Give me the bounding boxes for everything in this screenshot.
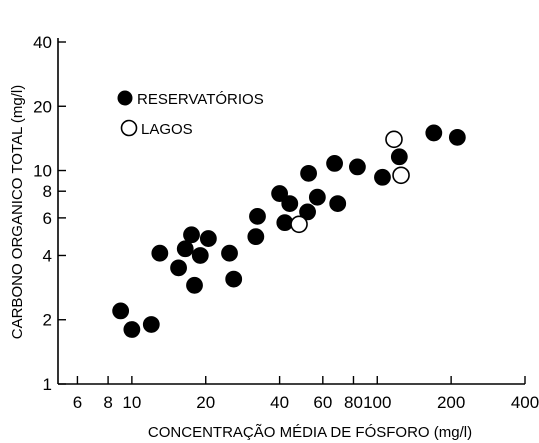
point-reservatorios: [299, 203, 316, 221]
x-tick-label: 100: [363, 393, 391, 412]
point-reservatorios: [308, 188, 326, 206]
point-reservatorios: [326, 154, 343, 172]
point-reservatorios: [425, 124, 443, 142]
legend-item-reservatorios: RESERVATÓRIOS: [117, 90, 264, 108]
point-reservatorios: [186, 276, 203, 294]
data-points: [112, 124, 466, 338]
legend-item-lagos: LAGOS: [120, 119, 193, 138]
point-lagos: [392, 166, 410, 185]
x-tick-label: 80: [344, 393, 363, 412]
legend-marker-reservatorios: [117, 90, 133, 106]
legend: RESERVATÓRIOS LAGOS: [117, 90, 264, 138]
point-reservatorios: [225, 270, 243, 288]
y-tick-label: 8: [43, 182, 52, 201]
point-reservatorios: [249, 207, 266, 225]
point-reservatorios: [448, 128, 466, 146]
point-reservatorios: [300, 164, 317, 182]
point-reservatorios: [221, 244, 238, 262]
y-tick-label: 4: [43, 246, 52, 265]
point-reservatorios: [271, 185, 289, 202]
y-tick-label: 20: [33, 97, 52, 116]
point-reservatorios: [390, 148, 408, 166]
point-reservatorios: [349, 158, 366, 176]
point-reservatorios: [374, 168, 391, 186]
point-reservatorios: [183, 226, 200, 244]
x-axis-ticks: 6 8 10 20 40 60 80 100 200 400: [73, 376, 539, 412]
x-tick-label: 8: [103, 393, 112, 412]
y-tick-label: 6: [43, 209, 52, 228]
point-reservatorios: [142, 316, 160, 333]
y-axis-title: CARBONO ORGANICO TOTAL (mg/l): [9, 85, 26, 339]
y-axis-ticks: 1 2 4 6 810 20 40: [33, 33, 66, 394]
point-reservatorios: [329, 195, 347, 212]
point-lagos: [290, 215, 308, 234]
point-reservatorios: [112, 302, 130, 320]
x-tick-label: 20: [196, 393, 215, 412]
y-tick-label: 1: [43, 375, 52, 394]
point-reservatorios: [247, 228, 265, 246]
x-tick-label: 400: [511, 393, 539, 412]
point-reservatorios: [191, 247, 209, 264]
x-axis-title: CONCENTRAÇÃO MÉDIA DE FÓSFORO (mg/l): [148, 424, 472, 441]
x-tick-label: 10: [122, 393, 141, 412]
x-tick-label: 40: [270, 393, 289, 412]
y-tick-label: 10: [33, 162, 52, 181]
point-reservatorios: [170, 259, 187, 277]
point-reservatorios: [151, 244, 169, 262]
point-lagos: [385, 130, 403, 149]
point-reservatorios: [176, 240, 194, 258]
axes: [57, 38, 525, 385]
x-tick-label: 60: [313, 393, 332, 412]
point-reservatorios: [123, 321, 141, 338]
y-tick-label: 40: [33, 33, 52, 52]
point-reservatorios: [199, 230, 217, 247]
x-tick-label: 6: [73, 393, 82, 412]
x-tick-label: 200: [437, 393, 465, 412]
legend-label-lagos: LAGOS: [141, 121, 193, 138]
y-tick-label: 2: [43, 311, 52, 330]
legend-marker-lagos: [120, 119, 138, 137]
legend-label-reservatorios: RESERVATÓRIOS: [137, 91, 264, 108]
point-reservatorios: [281, 195, 299, 212]
